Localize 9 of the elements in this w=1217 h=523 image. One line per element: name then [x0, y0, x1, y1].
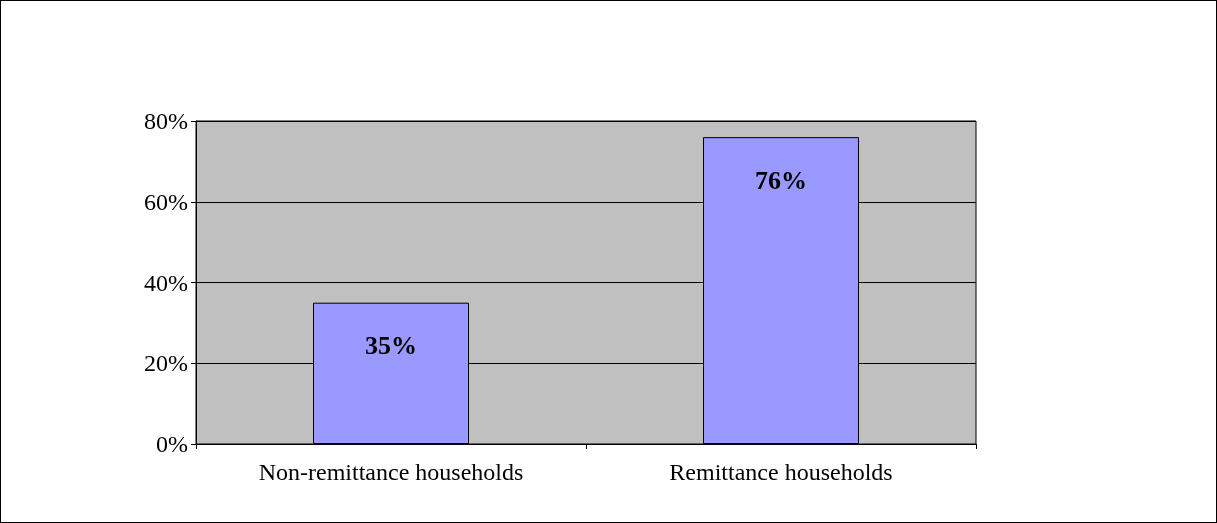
- data-label: 35%: [365, 331, 417, 361]
- y-tick-label: 80%: [144, 108, 188, 134]
- x-tick-label: Non-remittance households: [258, 459, 524, 485]
- y-tick-label: 20%: [144, 350, 188, 377]
- y-tick-label: 60%: [144, 188, 188, 215]
- y-tick-label: 40%: [144, 269, 188, 296]
- y-tick-label: 0%: [156, 431, 188, 457]
- x-tick-label: Remittance households: [669, 459, 893, 485]
- data-label: 76%: [755, 165, 807, 195]
